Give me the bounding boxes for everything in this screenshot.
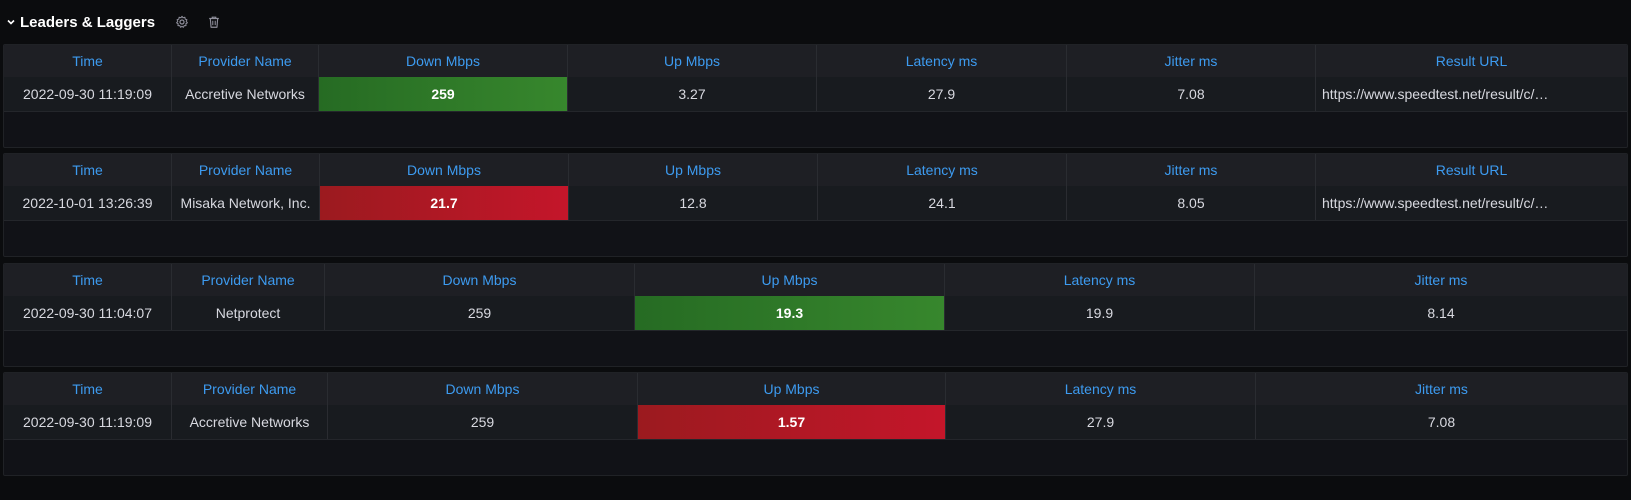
column-header-time[interactable]: Time [4,154,172,186]
cell-time: 2022-10-01 13:26:39 [4,186,172,220]
table-row: 2022-09-30 11:19:09 Accretive Networks 2… [4,77,1627,112]
cell-up-highlight: 1.57 [638,405,946,439]
row-title[interactable]: Leaders & Laggers [20,13,156,31]
cell-result-url[interactable]: https://www.speedtest.net/result/c/… [1322,86,1549,102]
cell-provider: Accretive Networks [172,405,328,439]
column-header-latency[interactable]: Latency ms [946,373,1256,405]
column-header-jitter[interactable]: Jitter ms [1415,381,1468,397]
column-header-jitter[interactable]: Jitter ms [1067,154,1316,186]
cell-up: 3.27 [568,77,817,111]
cell-down-highlight: 21.7 [320,186,569,220]
cell-jitter: 7.08 [1427,414,1456,430]
column-header-up[interactable]: Up Mbps [638,373,946,405]
cell-result-url[interactable]: https://www.speedtest.net/result/c/… [1322,195,1549,211]
cell-time: 2022-09-30 11:19:09 [4,77,172,111]
column-header-up[interactable]: Up Mbps [568,45,817,77]
row-header: Leaders & Laggers [0,0,1631,44]
column-header-down[interactable]: Down Mbps [328,373,638,405]
cell-up-highlight: 19.3 [635,296,945,330]
column-header-up[interactable]: Up Mbps [569,154,818,186]
column-header-latency[interactable]: Latency ms [818,154,1067,186]
table: Time Provider Name Down Mbps Up Mbps Lat… [4,373,1627,440]
cell-down-highlight: 259 [319,77,568,111]
cell-latency: 24.1 [818,186,1067,220]
trash-icon[interactable] [203,11,225,33]
table-header-row: Time Provider Name Down Mbps Up Mbps Lat… [4,154,1627,186]
table: Time Provider Name Down Mbps Up Mbps Lat… [4,264,1627,331]
table-header-row: Time Provider Name Down Mbps Up Mbps Lat… [4,373,1627,405]
table-panel-lagger-down: Time Provider Name Down Mbps Up Mbps Lat… [3,153,1628,257]
column-header-time[interactable]: Time [4,264,172,296]
column-header-provider[interactable]: Provider Name [172,45,319,77]
column-header-down[interactable]: Down Mbps [325,264,635,296]
column-header-time[interactable]: Time [4,45,172,77]
column-header-url[interactable]: Result URL [1435,53,1508,69]
table-panel-leader-up: Time Provider Name Down Mbps Up Mbps Lat… [3,263,1628,367]
cell-provider: Accretive Networks [172,77,319,111]
column-header-down[interactable]: Down Mbps [320,154,569,186]
cell-up: 12.8 [569,186,818,220]
cell-jitter: 8.14 [1427,305,1455,321]
table: Time Provider Name Down Mbps Up Mbps Lat… [4,154,1627,221]
cell-time: 2022-09-30 11:04:07 [4,296,172,330]
cell-latency: 27.9 [817,77,1067,111]
table-row: 2022-09-30 11:19:09 Accretive Networks 2… [4,405,1627,440]
column-header-provider[interactable]: Provider Name [172,373,328,405]
column-header-jitter[interactable]: Jitter ms [1067,45,1316,77]
table-panel-lagger-up: Time Provider Name Down Mbps Up Mbps Lat… [3,372,1628,476]
cell-down: 259 [328,405,638,439]
cell-provider: Netprotect [172,296,325,330]
column-header-down[interactable]: Down Mbps [319,45,568,77]
cell-latency: 19.9 [945,296,1255,330]
column-header-provider[interactable]: Provider Name [172,154,320,186]
cell-jitter: 7.08 [1067,77,1316,111]
cell-provider: Misaka Network, Inc. [172,186,320,220]
column-header-up[interactable]: Up Mbps [635,264,945,296]
column-header-provider[interactable]: Provider Name [172,264,325,296]
table-row: 2022-10-01 13:26:39 Misaka Network, Inc.… [4,186,1627,221]
gear-icon[interactable] [171,11,193,33]
chevron-down-icon[interactable] [4,15,18,29]
table-header-row: Time Provider Name Down Mbps Up Mbps Lat… [4,45,1627,77]
cell-latency: 27.9 [946,405,1256,439]
table-row: 2022-09-30 11:04:07 Netprotect 259 19.3 … [4,296,1627,331]
table-header-row: Time Provider Name Down Mbps Up Mbps Lat… [4,264,1627,296]
cell-jitter: 8.05 [1067,186,1316,220]
column-header-latency[interactable]: Latency ms [945,264,1255,296]
column-header-time[interactable]: Time [4,373,172,405]
column-header-latency[interactable]: Latency ms [817,45,1067,77]
table-panel-leader-down: Time Provider Name Down Mbps Up Mbps Lat… [3,44,1628,148]
cell-down: 259 [325,296,635,330]
column-header-jitter[interactable]: Jitter ms [1414,272,1468,288]
cell-time: 2022-09-30 11:19:09 [4,405,172,439]
column-header-url[interactable]: Result URL [1435,162,1508,178]
table: Time Provider Name Down Mbps Up Mbps Lat… [4,45,1627,112]
